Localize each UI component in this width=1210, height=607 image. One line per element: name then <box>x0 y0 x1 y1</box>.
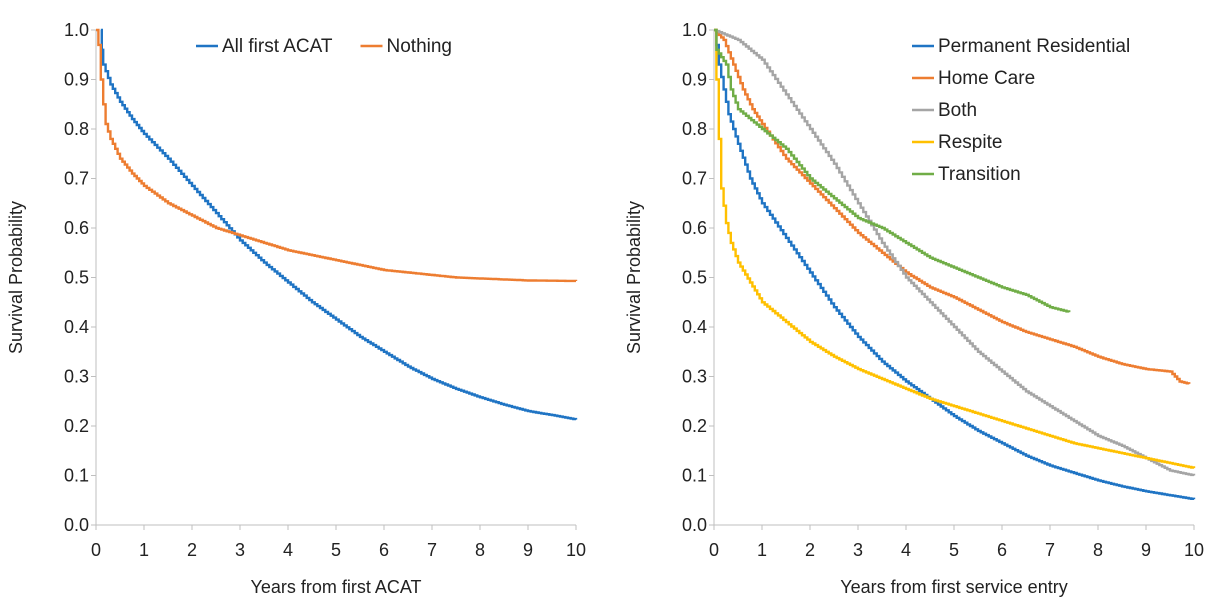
chart-1-x-tick-label: 1 <box>139 540 149 560</box>
chart-2-x-tick-label: 7 <box>1045 540 1055 560</box>
chart-1-y-tick-label: 0.7 <box>64 169 89 189</box>
chart-1-y-tick-label: 0.2 <box>64 416 89 436</box>
chart-2-y-tick-label: 0.6 <box>682 218 707 238</box>
chart-1-x-tick-label: 5 <box>331 540 341 560</box>
chart-2-x-tick-label: 3 <box>853 540 863 560</box>
chart-2-x-tick-label: 1 <box>757 540 767 560</box>
chart-2-x-tick-label: 9 <box>1141 540 1151 560</box>
chart-2-y-tick-label: 0.5 <box>682 268 707 288</box>
chart-1-x-tick-label: 6 <box>379 540 389 560</box>
chart-2-x-tick-label: 10 <box>1184 540 1204 560</box>
chart-2-legend-label-permanent-residential: Permanent Residential <box>938 36 1130 57</box>
chart-2-series-home-care-line <box>714 28 1191 385</box>
chart-2-x-tick-label: 6 <box>997 540 1007 560</box>
chart-1-x-tick-label: 3 <box>235 540 245 560</box>
chart-1-legend-label-all-first-acat: All first ACAT <box>222 36 333 57</box>
chart-1-y-tick-label: 0.5 <box>64 268 89 288</box>
chart-1-series-all-first-acat-line <box>100 28 578 421</box>
chart-1-x-tick-label: 9 <box>523 540 533 560</box>
chart-2-y-tick-label: 0.0 <box>682 515 707 535</box>
chart-2-legend-label-home-care: Home Care <box>938 68 1035 89</box>
chart-2-y-axis-title: Survival Probability <box>624 201 644 354</box>
chart-2-y-tick-label: 0.3 <box>682 367 707 387</box>
chart-2-series-permanent-residential-line <box>714 28 1196 500</box>
chart-1-legend-label-nothing: Nothing <box>387 36 453 57</box>
chart-1-y-tick-label: 0.4 <box>64 317 89 337</box>
chart-1-series-nothing-line <box>96 28 578 283</box>
chart-2-series-both-line <box>714 28 1196 477</box>
chart-2-y-tick-label: 0.4 <box>682 317 707 337</box>
chart-1-y-tick-label: 0.8 <box>64 119 89 139</box>
chart-2-y-tick-label: 0.1 <box>682 466 707 486</box>
chart-2-series-transition-line <box>714 28 1071 313</box>
chart-1-x-tick-label: 7 <box>427 540 437 560</box>
chart-2-y-tick-label: 0.8 <box>682 119 707 139</box>
chart-1-x-tick-label: 2 <box>187 540 197 560</box>
chart-1-y-tick-label: 0.1 <box>64 466 89 486</box>
chart-2-x-tick-label: 0 <box>709 540 719 560</box>
chart-1-x-tick-label: 8 <box>475 540 485 560</box>
chart-2-x-axis-title: Years from first service entry <box>840 577 1067 597</box>
chart-2-y-tick-label: 1.0 <box>682 20 707 40</box>
chart-2-legend-label-both: Both <box>938 100 977 121</box>
chart-1-x-axis-title: Years from first ACAT <box>250 577 421 597</box>
chart-1-y-axis-title: Survival Probability <box>6 201 26 354</box>
chart-1-y-tick-label: 0.6 <box>64 218 89 238</box>
chart-2-x-tick-label: 2 <box>805 540 815 560</box>
chart-2-y-tick-label: 0.7 <box>682 169 707 189</box>
chart-2-x-tick-label: 4 <box>901 540 911 560</box>
chart-2-series-respite-line <box>714 28 1196 469</box>
chart-2-x-tick-label: 5 <box>949 540 959 560</box>
chart-1-x-tick-label: 0 <box>91 540 101 560</box>
chart-1-y-tick-label: 0.3 <box>64 367 89 387</box>
chart-1-y-tick-label: 0.0 <box>64 515 89 535</box>
chart-2-x-tick-label: 8 <box>1093 540 1103 560</box>
chart-2-y-tick-label: 0.9 <box>682 70 707 90</box>
chart-2-legend-label-transition: Transition <box>938 164 1021 185</box>
chart-1-x-tick-label: 4 <box>283 540 293 560</box>
chart-1-x-tick-label: 10 <box>566 540 586 560</box>
chart-2-y-tick-label: 0.2 <box>682 416 707 436</box>
chart-1-y-tick-label: 0.9 <box>64 70 89 90</box>
chart-2-legend-label-respite: Respite <box>938 132 1002 153</box>
chart-1-y-tick-label: 1.0 <box>64 20 89 40</box>
